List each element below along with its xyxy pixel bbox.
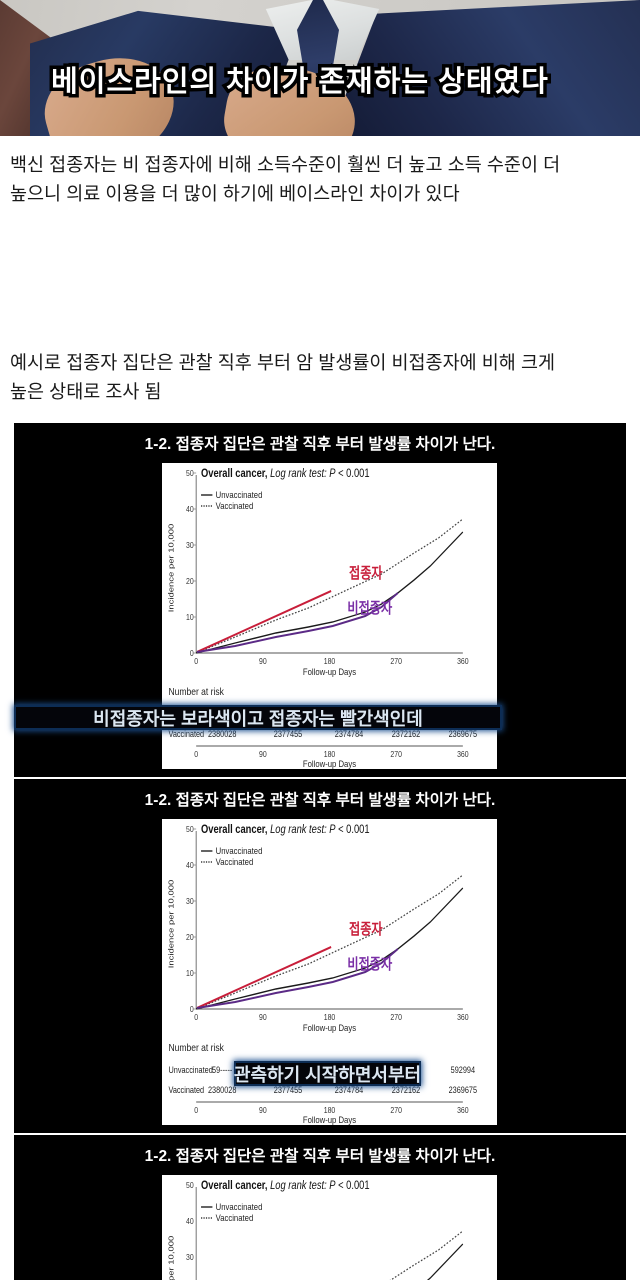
- svg-text:360: 360: [457, 1105, 469, 1115]
- svg-text:2377455: 2377455: [274, 1085, 303, 1095]
- svg-text:Incidence per 10,000: Incidence per 10,000: [166, 1236, 175, 1280]
- svg-text:Vaccinated: Vaccinated: [216, 856, 254, 867]
- svg-text:30: 30: [186, 1252, 194, 1262]
- svg-text:180: 180: [324, 1012, 336, 1022]
- svg-text:50: 50: [186, 1180, 194, 1190]
- svg-text:접종자: 접종자: [349, 565, 383, 581]
- svg-text:50: 50: [186, 468, 194, 478]
- svg-text:2369675: 2369675: [449, 729, 478, 739]
- svg-text:0: 0: [190, 648, 194, 658]
- svg-text:2380028: 2380028: [208, 1085, 237, 1095]
- svg-text:비접종자: 비접종자: [347, 600, 392, 616]
- svg-text:2372162: 2372162: [392, 729, 421, 739]
- svg-text:Follow-up Days: Follow-up Days: [303, 1114, 357, 1125]
- svg-text:Incidence per 10,000: Incidence per 10,000: [166, 524, 175, 613]
- svg-text:Vaccinated: Vaccinated: [216, 1212, 254, 1223]
- svg-text:2374784: 2374784: [335, 1085, 364, 1095]
- svg-text:40: 40: [186, 860, 194, 870]
- svg-text:Vaccinated: Vaccinated: [169, 729, 205, 739]
- svg-text:2377455: 2377455: [274, 729, 303, 739]
- svg-text:10: 10: [186, 968, 194, 978]
- svg-text:270: 270: [390, 749, 402, 759]
- svg-text:40: 40: [186, 504, 194, 514]
- svg-text:360: 360: [457, 749, 469, 759]
- svg-text:Unvaccinated: Unvaccinated: [169, 1065, 214, 1075]
- svg-text:360: 360: [457, 1012, 469, 1022]
- svg-text:Unvaccinated: Unvaccinated: [216, 489, 263, 500]
- svg-text:Follow-up Days: Follow-up Days: [303, 666, 357, 677]
- svg-text:Overall cancer, Log rank test:: Overall cancer, Log rank test: P < 0.001: [201, 1180, 370, 1192]
- svg-text:30: 30: [186, 896, 194, 906]
- svg-text:0: 0: [194, 749, 198, 759]
- svg-text:0: 0: [194, 1105, 198, 1115]
- svg-text:2372162: 2372162: [392, 1085, 421, 1095]
- svg-text:20: 20: [186, 932, 194, 942]
- svg-text:0: 0: [194, 656, 198, 666]
- svg-text:270: 270: [390, 1012, 402, 1022]
- svg-text:0: 0: [190, 1004, 194, 1014]
- svg-text:Number at risk: Number at risk: [169, 686, 225, 698]
- svg-text:360: 360: [457, 656, 469, 666]
- svg-text:2369675: 2369675: [449, 1085, 478, 1095]
- svg-text:40: 40: [186, 1216, 194, 1226]
- svg-text:Overall cancer, Log rank test:: Overall cancer, Log rank test: P < 0.001: [201, 468, 370, 480]
- svg-text:0: 0: [194, 1012, 198, 1022]
- svg-text:Follow-up Days: Follow-up Days: [303, 758, 357, 769]
- svg-text:10: 10: [186, 612, 194, 622]
- svg-text:접종자: 접종자: [349, 921, 383, 937]
- svg-text:Overall cancer, Log rank test:: Overall cancer, Log rank test: P < 0.001: [201, 824, 370, 836]
- svg-text:270: 270: [390, 656, 402, 666]
- svg-text:Number at risk: Number at risk: [169, 1042, 225, 1054]
- svg-text:Unvaccinated: Unvaccinated: [216, 845, 263, 856]
- svg-text:50: 50: [186, 824, 194, 834]
- svg-text:90: 90: [259, 1105, 267, 1115]
- svg-text:비접종자: 비접종자: [347, 956, 392, 972]
- svg-text:270: 270: [390, 1105, 402, 1115]
- svg-text:592994: 592994: [451, 1065, 476, 1075]
- svg-text:Vaccinated: Vaccinated: [169, 1085, 205, 1095]
- svg-text:Unvaccinated: Unvaccinated: [216, 1201, 263, 1212]
- svg-text:Incidence per 10,000: Incidence per 10,000: [166, 880, 175, 969]
- svg-text:90: 90: [259, 749, 267, 759]
- svg-text:20: 20: [186, 576, 194, 586]
- svg-text:2374784: 2374784: [335, 729, 364, 739]
- svg-text:180: 180: [324, 656, 336, 666]
- svg-text:30: 30: [186, 540, 194, 550]
- svg-text:90: 90: [259, 656, 267, 666]
- svg-text:59-----: 59-----: [212, 1065, 233, 1075]
- svg-text:Vaccinated: Vaccinated: [216, 500, 254, 511]
- svg-text:Follow-up Days: Follow-up Days: [303, 1022, 357, 1033]
- svg-text:2380028: 2380028: [208, 729, 237, 739]
- svg-text:90: 90: [259, 1012, 267, 1022]
